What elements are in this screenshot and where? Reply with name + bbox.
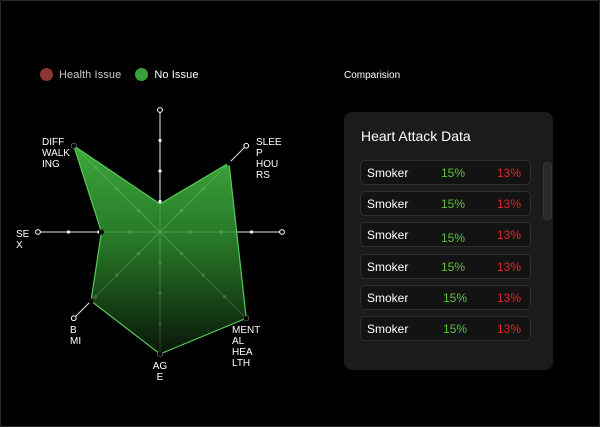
radar-tick [158,138,162,143]
legend-swatch-health-issue [40,68,53,81]
heart-attack-card: Heart Attack Data Smoker 15% 13% Smoker … [344,112,553,370]
chart-legend: Health Issue No Issue [40,68,199,81]
radar-chart: SLEE P HOU RS SE X MENT AL HEA LTH DIFF WALK ING AG E B… [16,107,285,383]
radar-tick [66,230,71,234]
row-value-health-issue: 13% [497,166,522,180]
row-value-no-issue: 15% [441,166,466,180]
radar-tick [158,199,162,204]
row-label: Smoker [367,166,409,180]
legend-item-health-issue[interactable]: Health Issue [40,68,121,81]
row-value-health-issue: 13% [497,260,522,274]
table-row[interactable]: Smoker 15% 13% [360,222,531,247]
scrollbar[interactable] [543,162,552,220]
row-value-no-issue: 15% [443,322,468,336]
radar-point-mental_health[interactable] [243,315,249,321]
axis-label-sleep_hours: SLEE P HOU RS [256,137,282,181]
card-title: Heart Attack Data [361,128,471,144]
row-label: Smoker [367,322,409,336]
radar-axis-end [70,315,77,322]
legend-label-health-issue: Health Issue [59,68,122,81]
radar-point-sleep_hours[interactable] [226,160,232,166]
row-value-no-issue: 15% [443,291,468,305]
axis-label-age: AG E [153,361,168,383]
row-label: Smoker [367,228,409,242]
table-row[interactable]: Smoker 15% 13% [360,160,531,185]
table-row[interactable]: Smoker 15% 13% [360,316,531,341]
row-value-health-issue: 13% [497,322,522,336]
radar-point-sex[interactable] [98,229,105,235]
legend-item-no-issue[interactable]: No Issue [135,68,198,81]
row-value-health-issue: 13% [497,197,522,211]
radar-axis-end [35,229,41,235]
row-value-no-issue: 15% [441,197,466,211]
row-label: Smoker [367,197,409,211]
row-value-no-issue: 15% [441,260,466,274]
radar-tick [158,169,162,173]
radar-point-diff_walking[interactable] [71,143,77,149]
radar-axis-end [157,107,163,113]
axis-label-diff_walking: DIFF WALK ING [42,137,70,170]
radar-point-bmi[interactable] [88,298,94,304]
axis-label-mental_health: MENT AL HEA LTH [232,325,260,369]
legend-swatch-no-issue [135,68,149,81]
row-value-no-issue: 15% [441,231,466,245]
axis-label-sex: SE X [16,229,30,251]
radar-axis-end [279,229,285,235]
legend-label-no-issue: No Issue [154,68,199,81]
radar-tick [249,230,254,234]
table-row[interactable]: Smoker 15% 13% [360,191,531,216]
table-row[interactable]: Smoker 15% 13% [360,254,531,279]
radar-axis-end [243,142,250,149]
axis-label-bmi: B MI [70,325,81,347]
radar-point-age[interactable] [157,351,163,357]
row-label: Smoker [367,260,409,274]
table-row[interactable]: Smoker 15% 13% [360,285,531,310]
comparison-label: Comparision [344,70,401,81]
row-label: Smoker [367,291,409,305]
radar-series-area [72,144,247,355]
row-value-health-issue: 13% [497,228,522,242]
row-value-health-issue: 13% [497,291,522,305]
